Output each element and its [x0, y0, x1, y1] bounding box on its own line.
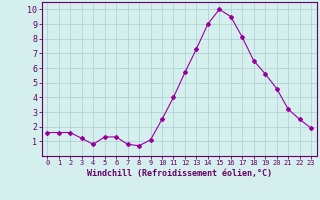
X-axis label: Windchill (Refroidissement éolien,°C): Windchill (Refroidissement éolien,°C) [87, 169, 272, 178]
